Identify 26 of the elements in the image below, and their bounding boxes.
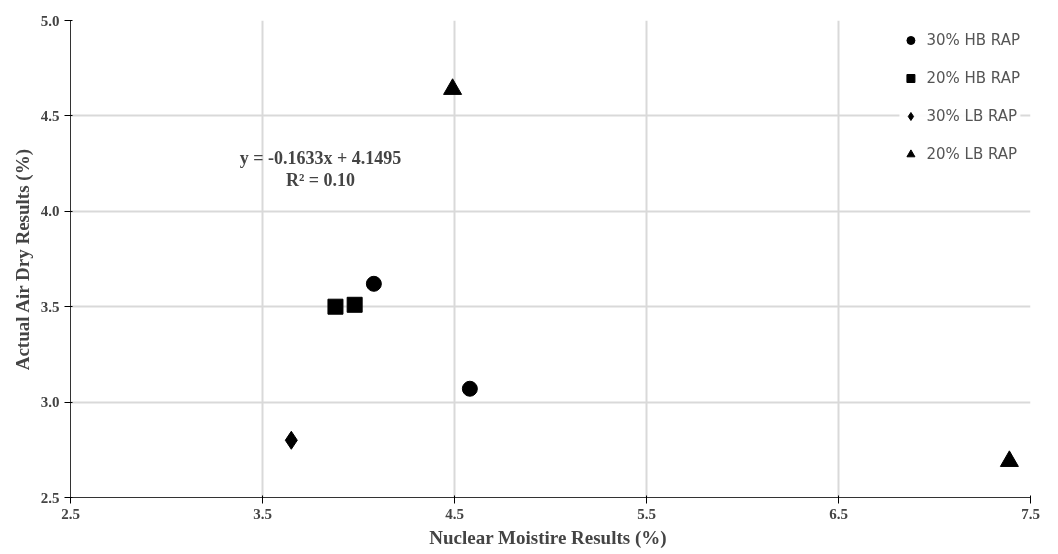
legend-label: 30% LB RAP <box>926 107 1018 125</box>
x-tick-label: 7.5 <box>1021 505 1040 522</box>
point <box>443 78 463 95</box>
y-tick-label: 3.0 <box>40 394 60 411</box>
point <box>346 296 363 313</box>
annotation: R² = 0.10 <box>285 169 356 190</box>
legend-label: 30% HB RAP <box>926 31 1020 49</box>
y-axis-title: Actual Air Dry Results (%) <box>11 149 34 371</box>
x-tick-label: 4.5 <box>445 505 464 522</box>
annotation: y = -0.1633x + 4.1495 <box>239 147 402 168</box>
y-tick-label: 4.5 <box>40 107 60 124</box>
y-tick-label: 3.5 <box>40 298 60 315</box>
x-tick-label: 6.5 <box>829 505 848 522</box>
point <box>461 380 478 397</box>
legend-label: 20% LB RAP <box>926 145 1018 163</box>
y-tick-label: 5.0 <box>40 12 60 29</box>
x-tick-label: 3.5 <box>253 505 272 522</box>
x-axis-title: Nuclear Moistire Results (%) <box>429 526 667 549</box>
point <box>284 430 298 450</box>
legend-label: 20% HB RAP <box>926 69 1020 87</box>
point <box>327 298 344 315</box>
x-tick-label: 2.5 <box>61 505 80 522</box>
y-tick-label: 2.5 <box>40 489 60 506</box>
y-tick-label: 4.0 <box>40 203 60 220</box>
x-tick-label: 5.5 <box>637 505 656 522</box>
point <box>365 275 382 292</box>
